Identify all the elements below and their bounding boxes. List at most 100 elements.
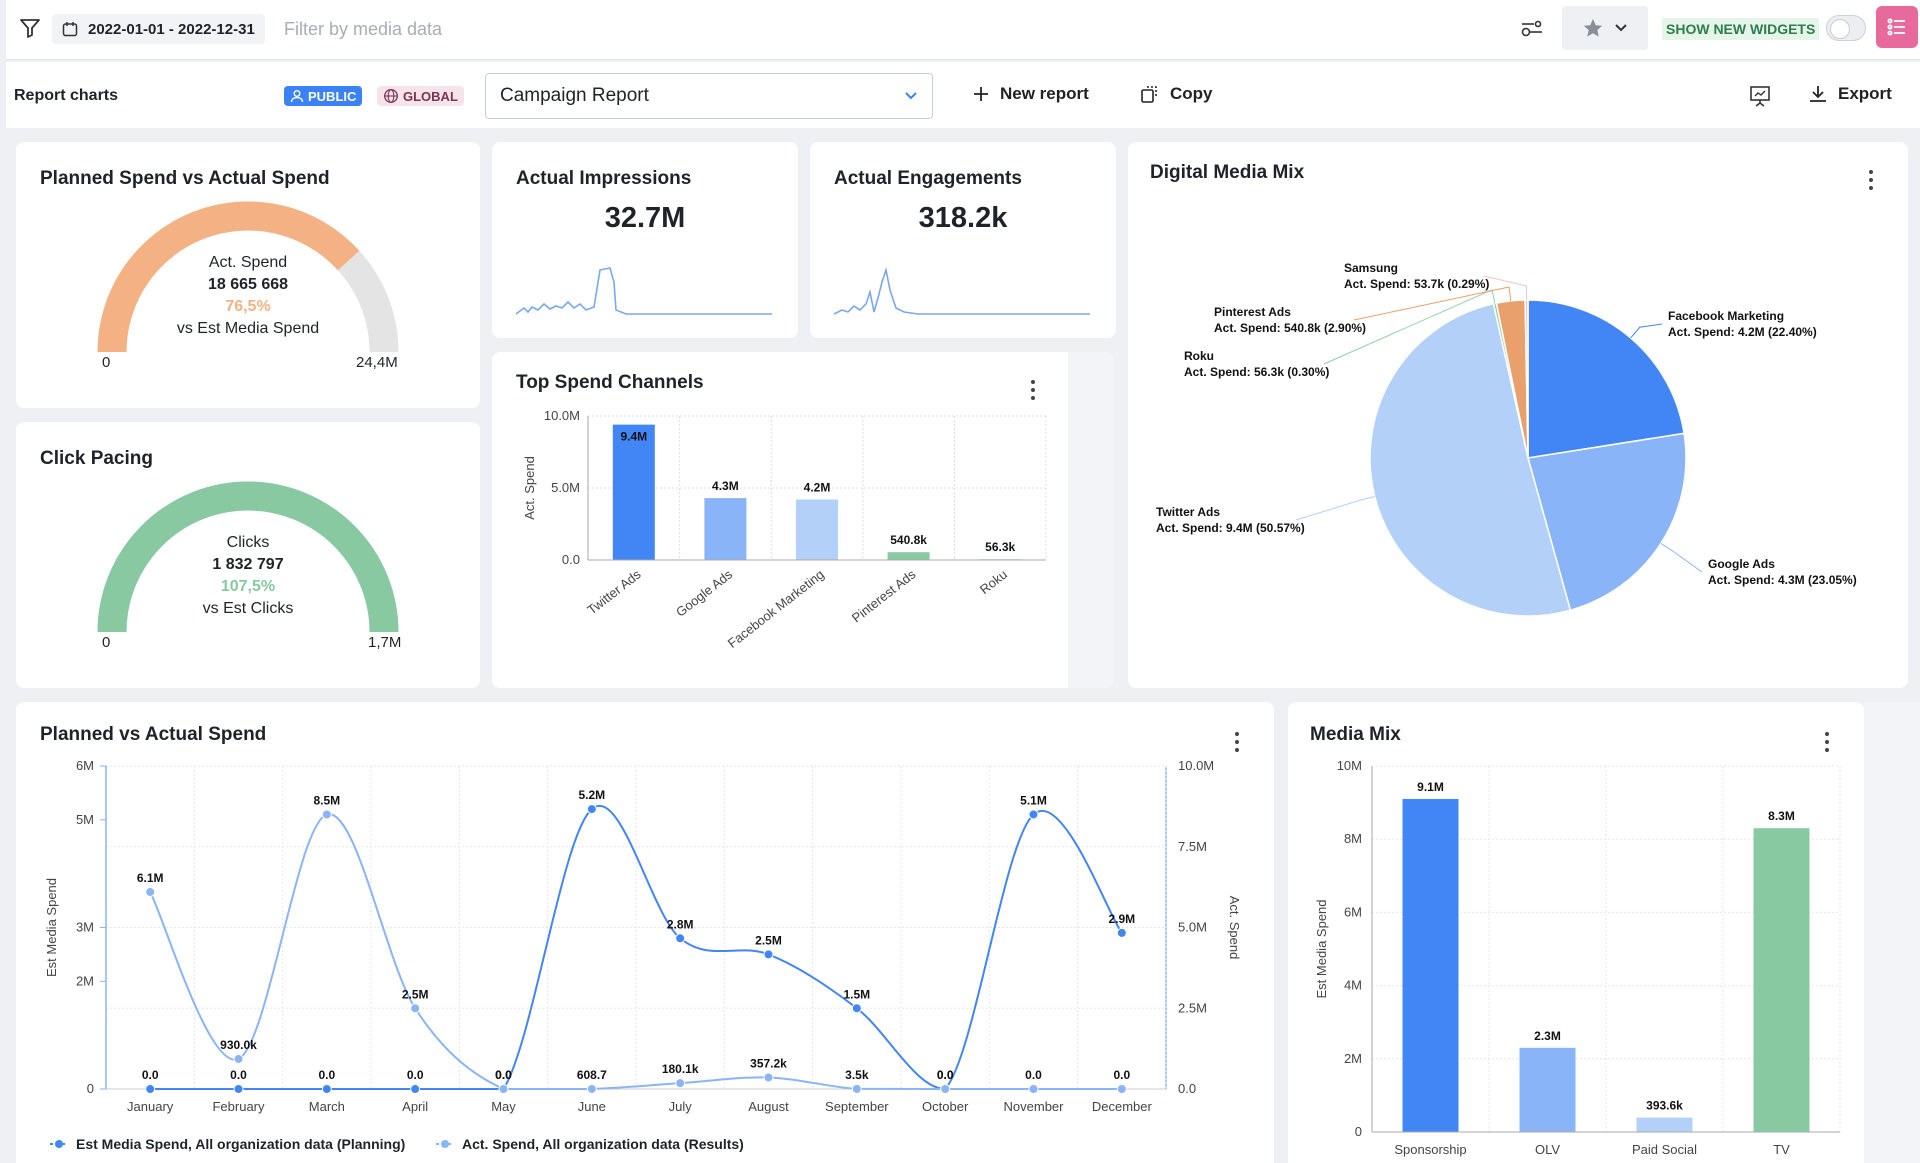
filter-icon[interactable] [18,16,42,40]
data-point[interactable] [586,1083,597,1094]
presentation-icon[interactable] [1748,84,1772,108]
data-label: 4.3M [712,479,739,493]
user-icon [290,90,304,103]
data-point[interactable] [851,1003,862,1014]
favorites-dropdown[interactable] [1562,6,1648,50]
show-new-widgets-label: SHOW NEW WIDGETS [1662,18,1820,40]
data-label: 56.3k [985,540,1015,554]
copy-label: Copy [1170,84,1213,103]
widgets-menu-button[interactable] [1876,6,1918,48]
data-label: 0.0 [1113,1068,1130,1082]
data-point[interactable] [851,1083,862,1094]
data-point[interactable] [1116,1084,1127,1094]
data-point[interactable] [763,949,774,960]
bar[interactable] [1402,798,1459,1132]
media-filter-input[interactable] [284,14,1484,44]
y-tick-label-right: 0.0 [1178,1081,1196,1096]
data-label: 357.2k [750,1056,787,1070]
data-point[interactable] [763,1072,774,1083]
more-options-icon[interactable] [1234,732,1240,756]
x-tick-label: November [1004,1099,1065,1114]
pie-leader-line [1630,323,1663,339]
data-point[interactable] [675,933,686,944]
pie-label-value: Act. Spend: 53.7k (0.29%) [1344,277,1489,291]
x-tick-label: May [491,1099,516,1114]
x-tick-label: Roku [977,567,1010,598]
bar[interactable] [887,552,930,560]
bar[interactable] [1753,828,1810,1132]
y-tick-label: 0 [1355,1124,1362,1139]
gauge-fill [97,481,399,633]
more-options-icon[interactable] [1868,170,1874,194]
card-title: Planned vs Actual Spend [40,724,267,745]
x-tick-label: OLV [1535,1142,1560,1157]
bar[interactable] [796,499,838,560]
media-mix-bar-chart: 10M 8M 6M 4M 2M 0 Est Media Spend 9.1M Sponsorsh… [1314,758,1841,1157]
x-tick-label: June [578,1099,606,1114]
date-range-picker[interactable]: 2022-01-01 - 2022-12-31 [52,14,265,44]
legend-item-results[interactable]: Act. Spend, All organization data (Resul… [436,1136,744,1152]
show-new-widgets-toggle[interactable] [1826,15,1866,41]
more-options-icon[interactable] [1824,732,1830,756]
y-tick-label-left: 0 [87,1081,94,1096]
pie-label-value: Act. Spend: 4.3M (23.05%) [1708,573,1857,587]
pie-label-name: Samsung [1344,261,1398,275]
data-label: 0.0 [495,1068,512,1082]
data-label: 9.4M [620,430,647,444]
bar[interactable] [704,498,747,560]
data-label: 0.0 [937,1068,954,1082]
gauge-max: 24,4M [356,354,398,371]
more-options-icon[interactable] [1030,380,1036,404]
pie-leader-line [1353,286,1512,321]
copy-button[interactable]: Copy [1140,84,1213,104]
data-point[interactable] [410,1084,421,1094]
data-point[interactable] [1116,927,1127,938]
globe-icon [384,89,398,103]
data-point[interactable] [145,1084,156,1094]
data-point[interactable] [321,809,332,820]
data-point[interactable] [233,1053,244,1064]
y-tick-label-right: 2.5M [1178,1000,1207,1015]
pie-label-value: Act. Spend: 4.2M (22.40%) [1668,325,1817,339]
bar[interactable] [1636,1117,1693,1132]
data-label: 4.2M [804,481,831,495]
export-button[interactable]: Export [1808,84,1892,104]
x-tick-label: Sponsorship [1394,1142,1466,1157]
download-icon [1810,86,1826,102]
new-report-button[interactable]: New report [972,84,1089,104]
bar[interactable] [612,424,655,560]
report-select[interactable]: Campaign Report [485,73,933,119]
x-tick-label: Google Ads [673,566,736,620]
new-report-label: New report [1000,84,1089,103]
data-point[interactable] [498,1084,509,1094]
data-point[interactable] [321,1084,332,1094]
data-point[interactable] [233,1084,244,1094]
x-tick-label: October [922,1099,969,1114]
data-point[interactable] [675,1078,686,1089]
chevron-down-icon [905,92,917,100]
gauge-max: 1,7M [368,634,402,651]
y-tick-label-left: 2M [76,973,94,988]
data-point[interactable] [1028,1084,1039,1094]
data-label: 8.3M [1768,809,1795,823]
data-point[interactable] [1028,809,1039,820]
gauge-metric: Clicks [226,534,270,551]
data-point[interactable] [586,804,597,815]
y-tick-label: 10.0M [544,408,580,423]
gauge-compare: vs Est Media Spend [176,320,320,337]
y-tick-label: 6M [1344,904,1362,919]
data-point[interactable] [145,886,156,897]
legend-item-planning[interactable]: Est Media Spend, All organization data (… [50,1136,405,1152]
gauge-min: 0 [102,354,111,371]
legend-label: Act. Spend, All organization data (Resul… [462,1136,744,1152]
data-label: 5.2M [578,788,605,802]
y-tick-label-right: 5.0M [1178,920,1207,935]
data-point[interactable] [940,1084,951,1094]
pie-slice[interactable] [1369,302,1572,617]
bar[interactable] [1519,1047,1576,1132]
filter-settings-icon[interactable] [1520,18,1544,40]
y-axis-label: Act. Spend [522,456,537,520]
data-point[interactable] [410,1003,421,1014]
pie-label-name: Google Ads [1708,557,1775,571]
planned-spend-gauge-card: Planned Spend vs Actual Spend Act. Spend… [16,142,480,408]
